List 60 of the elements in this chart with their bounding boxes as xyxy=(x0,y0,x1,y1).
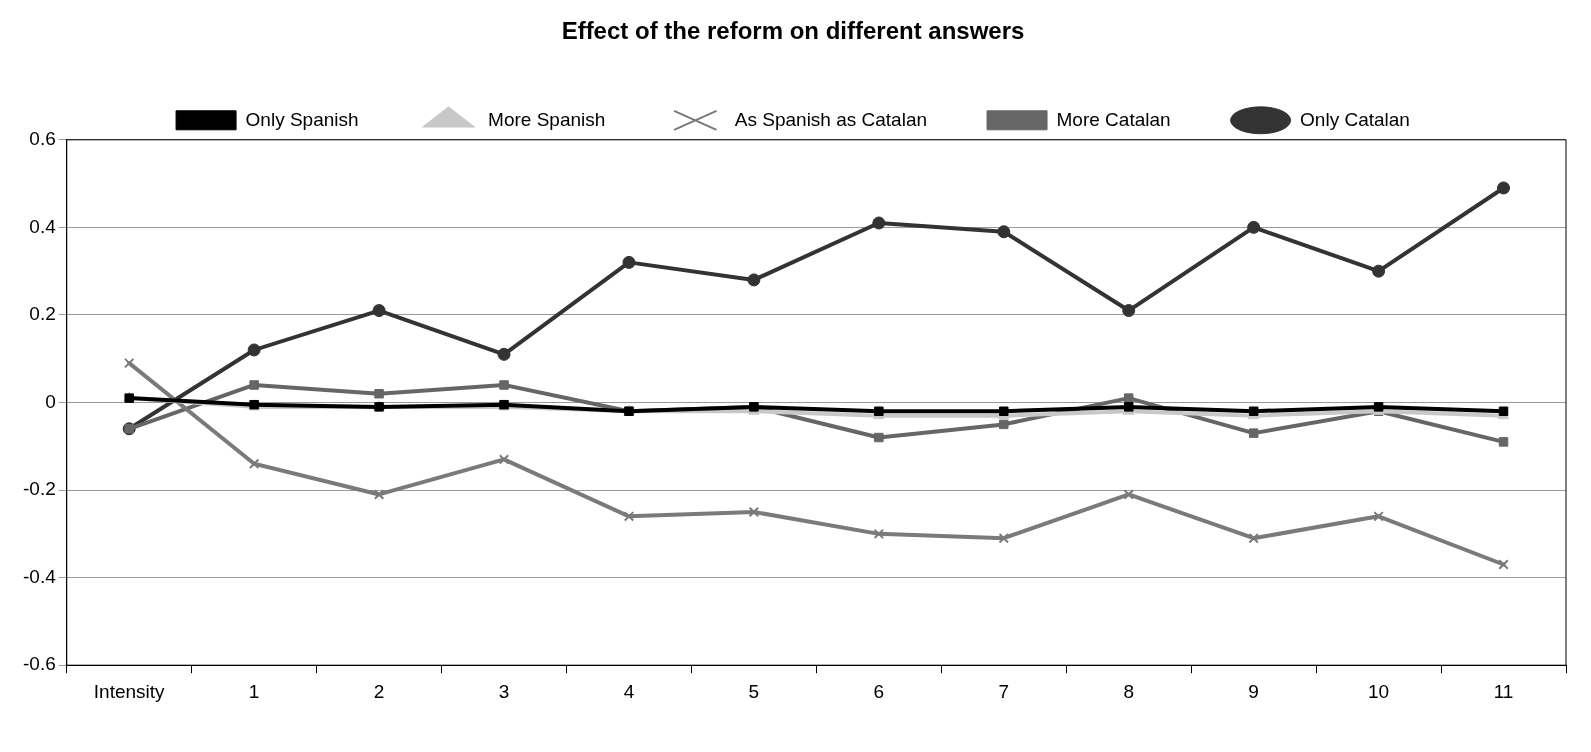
point xyxy=(1123,393,1134,403)
point xyxy=(623,511,635,522)
point xyxy=(747,273,761,287)
x-tick-label: 9 xyxy=(1248,680,1259,702)
point xyxy=(1498,559,1509,570)
x-tick-label: Intensity xyxy=(93,680,166,702)
point xyxy=(1373,511,1384,522)
legend-label: More Catalan xyxy=(1056,108,1171,130)
point xyxy=(1248,428,1259,438)
x-tick-label: 5 xyxy=(748,680,760,702)
legend-label: Only Spanish xyxy=(245,108,359,130)
point xyxy=(874,432,884,443)
point xyxy=(373,489,385,500)
point xyxy=(499,380,509,390)
y-tick-label: 0.2 xyxy=(29,303,56,325)
point xyxy=(1123,489,1134,500)
point xyxy=(1248,532,1259,544)
point xyxy=(1122,304,1136,318)
point xyxy=(497,347,511,361)
y-tick-label: 0.4 xyxy=(29,215,57,237)
x-tick-label: 7 xyxy=(998,680,1010,702)
x-tick-label: 1 xyxy=(248,680,260,702)
point xyxy=(1498,437,1509,447)
point xyxy=(872,216,886,230)
x-tick-label: 6 xyxy=(873,680,885,702)
y-tick-label: -0.4 xyxy=(22,565,57,587)
legend-label: More Spanish xyxy=(488,108,606,130)
point xyxy=(1372,264,1386,278)
x-tick-label: 3 xyxy=(498,680,510,702)
point xyxy=(247,343,261,357)
x-tick-label: 8 xyxy=(1123,680,1134,702)
point xyxy=(874,406,884,416)
point xyxy=(249,380,259,390)
legend-label: As Spanish as Catalan xyxy=(734,108,928,130)
point xyxy=(498,454,510,465)
x-tick-label: 2 xyxy=(373,680,385,702)
point xyxy=(622,255,636,269)
point xyxy=(248,458,260,470)
point xyxy=(999,419,1009,430)
y-tick-label: -0.2 xyxy=(22,478,56,500)
x-tick-label: 4 xyxy=(623,680,635,702)
point xyxy=(748,506,760,518)
point xyxy=(123,357,135,369)
point xyxy=(998,532,1010,544)
point xyxy=(873,528,885,540)
point xyxy=(1498,406,1509,416)
legend-label: Only Catalan xyxy=(1300,108,1410,130)
point xyxy=(1247,220,1261,234)
y-tick-label: 0 xyxy=(45,390,56,412)
point xyxy=(1248,406,1259,416)
x-tick-label: 10 xyxy=(1368,680,1390,702)
point xyxy=(1497,181,1511,195)
point xyxy=(997,225,1011,239)
x-tick-label: 11 xyxy=(1493,680,1514,702)
chart-title: Effect of the reform on different answers xyxy=(561,17,1025,45)
y-tick-label: -0.6 xyxy=(22,653,56,675)
point xyxy=(999,406,1009,416)
point xyxy=(372,304,386,318)
point xyxy=(374,389,384,399)
y-tick-label: 0.6 xyxy=(29,128,56,150)
